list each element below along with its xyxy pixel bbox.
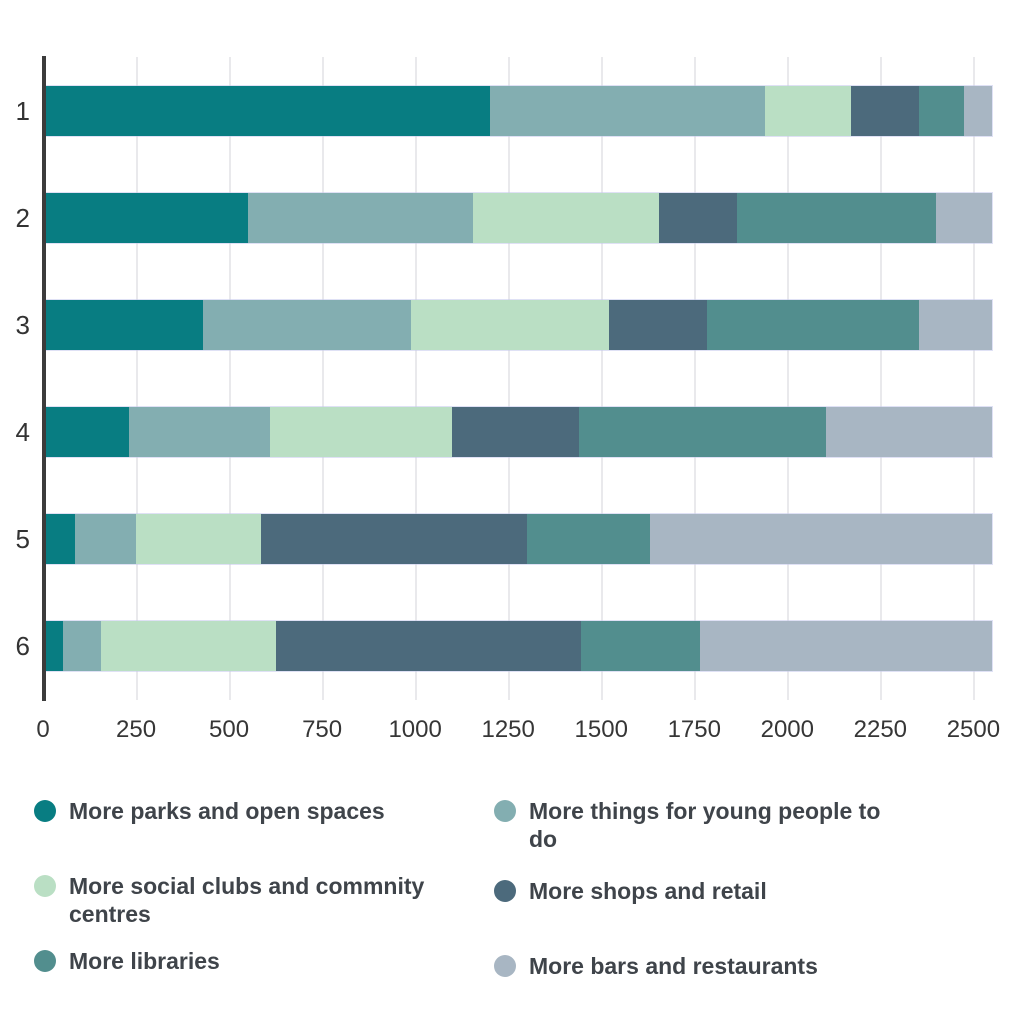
x-tick-label-2500: 2500 bbox=[946, 716, 1001, 743]
legend-item: More things for young people to do bbox=[494, 797, 990, 853]
legend-swatch-icon bbox=[34, 875, 56, 897]
bar-segment bbox=[100, 621, 276, 672]
gridline-1000 bbox=[415, 57, 418, 700]
bar-segment bbox=[764, 85, 851, 136]
legend: More parks and open spaces More things fo… bbox=[34, 797, 990, 980]
gridline-1250 bbox=[508, 57, 511, 700]
legend-item: More social clubs and commnity centres bbox=[34, 872, 494, 928]
legend-swatch-icon bbox=[494, 880, 516, 902]
legend-item: More bars and restaurants bbox=[494, 947, 990, 980]
bar-segment bbox=[203, 299, 412, 350]
bar-segment bbox=[850, 85, 920, 136]
gridline-1750 bbox=[694, 57, 697, 700]
bar-segment bbox=[128, 407, 270, 458]
gridline-500 bbox=[229, 57, 232, 700]
legend-item: More parks and open spaces bbox=[34, 797, 494, 825]
bar-segment bbox=[411, 299, 609, 350]
gridline-750 bbox=[322, 57, 325, 700]
legend-swatch-icon bbox=[494, 955, 516, 977]
bar-segment bbox=[919, 299, 992, 350]
legend-swatch-icon bbox=[34, 800, 56, 822]
bar-segment bbox=[63, 621, 101, 672]
bar-segment bbox=[452, 407, 579, 458]
bar-row-3 bbox=[42, 298, 993, 351]
gridline-250 bbox=[136, 57, 139, 700]
bar-row-6 bbox=[42, 620, 993, 673]
bar-row-5 bbox=[42, 513, 993, 566]
x-tick-label-0: 0 bbox=[36, 716, 50, 743]
legend-item: More libraries bbox=[34, 947, 494, 975]
bar-segment bbox=[919, 85, 965, 136]
bar-row-4 bbox=[42, 406, 993, 459]
bar-segment bbox=[472, 192, 659, 243]
legend-label: More parks and open spaces bbox=[69, 798, 385, 824]
bar-segment bbox=[580, 621, 700, 672]
bar-segment bbox=[707, 299, 920, 350]
legend-swatch-icon bbox=[34, 950, 56, 972]
legend-label: More shops and retail bbox=[529, 878, 767, 904]
bar-segment bbox=[43, 85, 490, 136]
legend-label: More bars and restaurants bbox=[529, 953, 818, 979]
x-tick-label-500: 500 bbox=[209, 716, 250, 743]
bar-segment bbox=[275, 621, 581, 672]
bar-segment bbox=[936, 192, 992, 243]
x-tick-label-1250: 1250 bbox=[481, 716, 535, 743]
bar-row-2 bbox=[42, 191, 993, 244]
x-tick-label-750: 750 bbox=[302, 716, 343, 743]
x-tick-label-1000: 1000 bbox=[388, 716, 442, 743]
y-tick-label-2: 2 bbox=[15, 202, 30, 233]
y-axis-line bbox=[42, 56, 46, 701]
bar-segment bbox=[43, 407, 129, 458]
gridline-2000 bbox=[787, 57, 790, 700]
bar-segment bbox=[247, 192, 473, 243]
bar-segment bbox=[699, 621, 992, 672]
x-tick-label-1750: 1750 bbox=[667, 716, 721, 743]
bar-segment bbox=[260, 514, 527, 565]
bar-segment bbox=[578, 407, 827, 458]
bar-segment bbox=[136, 514, 261, 565]
gridline-2250 bbox=[880, 57, 883, 700]
bar-segment bbox=[658, 192, 738, 243]
bar-segment bbox=[43, 621, 64, 672]
bar-segment bbox=[737, 192, 937, 243]
x-tick-label-1500: 1500 bbox=[574, 716, 628, 743]
bar-segment bbox=[826, 407, 992, 458]
y-tick-label-6: 6 bbox=[15, 631, 30, 662]
legend-label: More things for young people to do bbox=[529, 798, 881, 852]
legend-item: More shops and retail bbox=[494, 872, 990, 905]
y-tick-label-5: 5 bbox=[15, 524, 30, 555]
bar-segment bbox=[608, 299, 708, 350]
bar-row-1 bbox=[42, 84, 993, 137]
bar-segment bbox=[43, 514, 75, 565]
bar-segment bbox=[489, 85, 765, 136]
legend-label: More libraries bbox=[69, 948, 220, 974]
bar-segment bbox=[43, 299, 204, 350]
bar-segment bbox=[649, 514, 992, 565]
legend-swatch-icon bbox=[494, 800, 516, 822]
gridline-1500 bbox=[601, 57, 604, 700]
legend-label: More social clubs and commnity centres bbox=[69, 873, 425, 927]
bar-segment bbox=[74, 514, 137, 565]
y-tick-label-4: 4 bbox=[15, 417, 30, 448]
x-tick-label-2000: 2000 bbox=[760, 716, 814, 743]
bar-segment bbox=[964, 85, 992, 136]
x-tick-label-250: 250 bbox=[116, 716, 157, 743]
gridline-2500 bbox=[973, 57, 976, 700]
x-tick-label-2250: 2250 bbox=[853, 716, 908, 743]
bar-segment bbox=[270, 407, 453, 458]
plot-area bbox=[42, 57, 993, 700]
bar-segment bbox=[43, 192, 248, 243]
y-tick-label-3: 3 bbox=[15, 309, 30, 340]
y-tick-label-1: 1 bbox=[15, 95, 30, 126]
bar-segment bbox=[526, 514, 650, 565]
